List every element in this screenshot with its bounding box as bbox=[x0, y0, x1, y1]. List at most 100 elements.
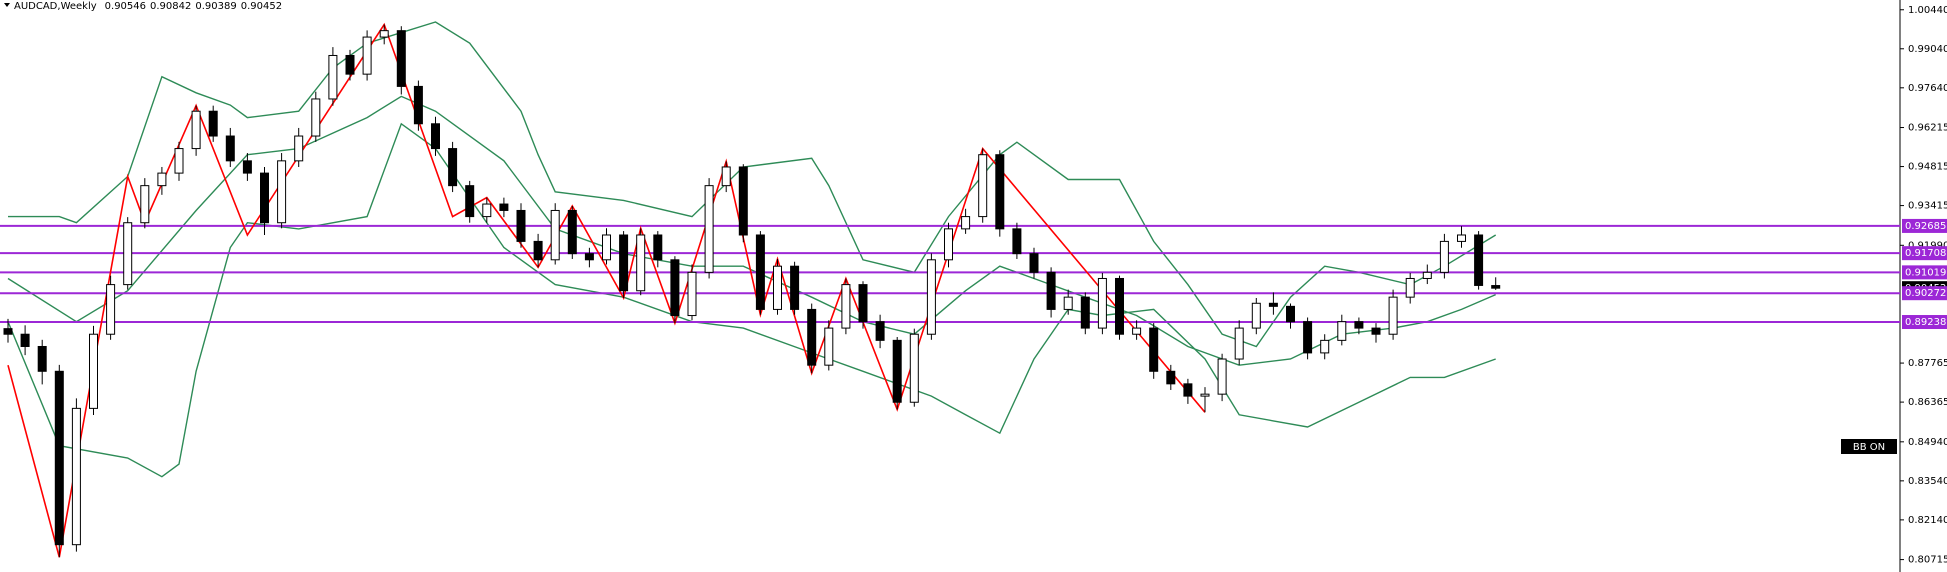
y-tick-label: 0.83540 bbox=[1908, 476, 1947, 487]
level-label-box bbox=[1902, 265, 1947, 280]
candle-body bbox=[1234, 327, 1244, 360]
candle-body bbox=[619, 234, 629, 292]
candle-body bbox=[3, 328, 13, 335]
y-tick-label: 0.84940 bbox=[1908, 437, 1947, 448]
candle-body bbox=[995, 154, 1005, 230]
indicator-box bbox=[1841, 439, 1897, 454]
y-tick-label: 0.80715 bbox=[1908, 555, 1947, 566]
candle-body bbox=[311, 98, 321, 137]
candle-body bbox=[1268, 302, 1278, 307]
candle-body bbox=[892, 339, 902, 403]
zigzag bbox=[7, 22, 1206, 558]
candle-body bbox=[1115, 277, 1124, 335]
level-label: 0.90272 bbox=[1905, 288, 1946, 299]
candle-body bbox=[1320, 339, 1330, 354]
candle-body bbox=[431, 123, 440, 150]
open-value: 0.90546 bbox=[105, 1, 146, 12]
level-label-box bbox=[1902, 315, 1947, 330]
candle-body bbox=[909, 333, 919, 403]
candle-body bbox=[567, 209, 577, 255]
candle-body bbox=[345, 54, 355, 75]
candle-body bbox=[807, 308, 817, 366]
candle-body bbox=[260, 172, 269, 224]
candle-body bbox=[328, 54, 338, 100]
candle-body bbox=[824, 327, 834, 366]
y-tick-label: 0.96215 bbox=[1908, 123, 1947, 134]
level-label-box bbox=[1902, 218, 1947, 233]
y-tick-label: 0.86365 bbox=[1908, 397, 1947, 408]
candle-body bbox=[1012, 228, 1022, 255]
y-tick-label: 0.93415 bbox=[1908, 201, 1947, 212]
candle-body bbox=[1063, 296, 1073, 310]
y-tick-label: 1.00440 bbox=[1908, 5, 1947, 16]
candle-body bbox=[174, 148, 184, 174]
candle-body bbox=[140, 185, 150, 224]
candle-body bbox=[790, 265, 800, 310]
candle-body bbox=[738, 166, 748, 236]
high-value: 0.90842 bbox=[150, 1, 191, 12]
candle-body bbox=[482, 203, 492, 218]
candle-body bbox=[926, 259, 936, 335]
candle-body bbox=[533, 240, 543, 261]
candle-body bbox=[37, 345, 47, 372]
candle-body bbox=[54, 370, 64, 546]
y-tick-label: 0.99040 bbox=[1908, 44, 1947, 55]
menu-arrow[interactable] bbox=[4, 3, 10, 7]
candle-body bbox=[1132, 327, 1142, 335]
candle-body bbox=[1046, 271, 1056, 310]
candle-body bbox=[20, 333, 30, 347]
level-label-box bbox=[1902, 286, 1947, 301]
candle-body bbox=[225, 135, 235, 162]
candle-body bbox=[448, 148, 458, 187]
candle-body bbox=[1029, 253, 1039, 273]
candle-body bbox=[1166, 370, 1176, 385]
candle-body bbox=[1491, 285, 1501, 289]
candle-body bbox=[1371, 327, 1381, 335]
candle-body bbox=[362, 36, 372, 75]
candle-body bbox=[687, 271, 697, 317]
y-tick-label: 0.82140 bbox=[1908, 515, 1947, 526]
candle-body bbox=[550, 209, 560, 261]
y-tick-label: 0.91990 bbox=[1908, 240, 1947, 251]
candle-body bbox=[1337, 321, 1347, 341]
candle-body bbox=[858, 284, 868, 323]
candle-body bbox=[157, 172, 167, 187]
candle-body bbox=[1183, 383, 1193, 397]
candle-body bbox=[1217, 358, 1227, 395]
candle-body bbox=[1388, 296, 1398, 335]
candle-body bbox=[413, 85, 423, 125]
candle-body bbox=[208, 110, 218, 137]
low-value: 0.90389 bbox=[195, 1, 236, 12]
candle-body bbox=[602, 234, 611, 261]
candle-body bbox=[653, 234, 663, 261]
candle-body bbox=[773, 265, 782, 310]
candle-body bbox=[1422, 271, 1432, 279]
candle-body bbox=[670, 259, 680, 317]
candle-body bbox=[499, 203, 509, 211]
indicator-label: BB ON bbox=[1853, 442, 1885, 453]
candle-body bbox=[978, 154, 988, 218]
candle-body bbox=[584, 253, 594, 261]
candle-body bbox=[704, 185, 714, 273]
candle-body bbox=[755, 234, 765, 310]
symbol: AUDCAD,Weekly bbox=[14, 1, 97, 12]
candle-body bbox=[106, 284, 116, 335]
candle-body bbox=[1474, 234, 1484, 286]
y-tick-label: 0.97640 bbox=[1908, 83, 1947, 94]
candle-body bbox=[1200, 393, 1210, 397]
candle-body bbox=[89, 333, 98, 409]
close-value: 0.90452 bbox=[241, 1, 282, 12]
candle-body bbox=[1354, 321, 1364, 329]
candle-body bbox=[1149, 327, 1159, 372]
candle-body bbox=[294, 135, 304, 162]
candle-body bbox=[379, 30, 389, 38]
chart-header: AUDCAD,Weekly 0.90546 0.90842 0.90389 0.9045… bbox=[14, 1, 282, 12]
candle-body bbox=[1439, 240, 1449, 273]
candle-body bbox=[1286, 305, 1295, 323]
y-tick-label: 0.87765 bbox=[1908, 358, 1947, 369]
candle-body bbox=[1457, 234, 1466, 242]
candle-body bbox=[636, 234, 646, 292]
candle-body bbox=[1097, 277, 1107, 329]
